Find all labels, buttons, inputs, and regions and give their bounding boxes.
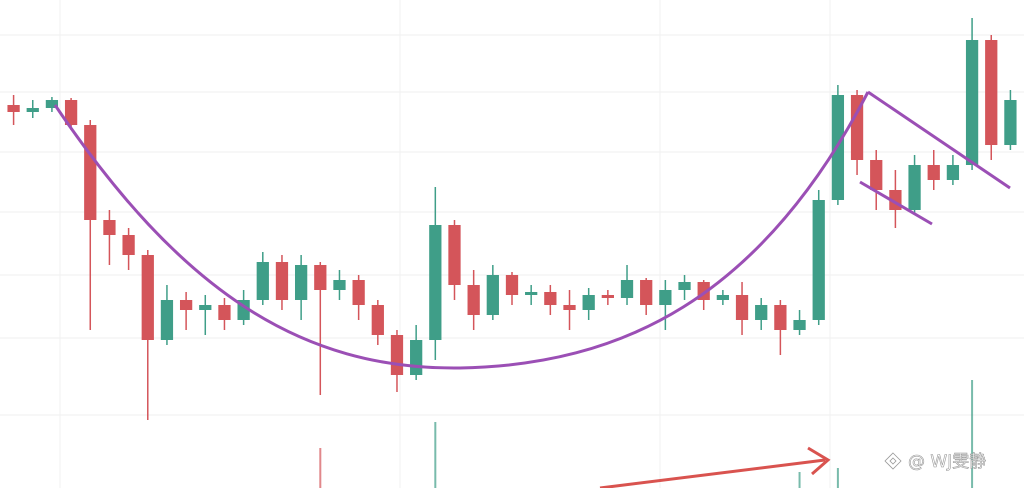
candle-body [352, 280, 365, 305]
candle-body [141, 255, 154, 340]
cup-curve [53, 91, 870, 370]
volume-bars [319, 380, 974, 488]
candle-body [256, 262, 269, 300]
candle-body [84, 125, 97, 220]
candle-body [333, 280, 346, 290]
candle-body [985, 40, 998, 145]
candle-body [525, 292, 538, 295]
candle-body [179, 300, 193, 310]
candle-body [467, 285, 480, 315]
candle-body [659, 290, 672, 305]
volume-bar [319, 448, 322, 488]
candle-body [199, 305, 212, 310]
flag-top-line [867, 90, 1011, 190]
candle-body [7, 105, 20, 112]
candle-body [486, 275, 499, 315]
candle-body [582, 295, 595, 310]
candle-body [755, 305, 768, 320]
candle-body [1004, 100, 1017, 145]
candle-body [64, 100, 78, 125]
candle-body [505, 275, 519, 295]
candles [7, 18, 1017, 420]
candle-body [275, 262, 289, 300]
candle-body [793, 320, 806, 330]
candle-body [678, 282, 691, 290]
candle-body [716, 295, 730, 300]
candle-body [850, 95, 864, 160]
volume-bar [971, 380, 974, 488]
candle-body [448, 225, 461, 285]
candle-body [563, 305, 576, 310]
candle-body [927, 165, 940, 180]
candle-body [390, 335, 404, 375]
candle-body [735, 295, 749, 320]
candle-body [774, 305, 787, 330]
candle-body [371, 305, 384, 335]
candle-body [314, 265, 327, 290]
watermark-icon [884, 452, 902, 470]
volume-bar [434, 422, 437, 488]
candle-body [640, 280, 653, 305]
candle-body [103, 220, 116, 235]
watermark: @ WJ雯静 [908, 452, 986, 472]
candle-body [544, 292, 557, 305]
arrow-head [807, 446, 831, 476]
candle-body [946, 165, 960, 180]
candle-body [45, 100, 59, 108]
candle-body [965, 40, 979, 165]
candle-body [620, 280, 634, 298]
candle-body [601, 295, 614, 298]
volume-bar [836, 468, 839, 488]
candle-body [870, 160, 883, 190]
candle-body [812, 200, 825, 320]
candle-body [908, 165, 921, 210]
candle-body [294, 265, 308, 300]
arrow-shaft [599, 458, 826, 488]
candle-body [410, 340, 423, 375]
candle-body [160, 300, 174, 340]
candle-body [26, 108, 39, 112]
candle-body [429, 225, 442, 340]
volume-bar [798, 472, 801, 488]
candle-body [218, 305, 231, 320]
candle-body [122, 235, 135, 255]
flag-bottom-line [859, 180, 933, 226]
